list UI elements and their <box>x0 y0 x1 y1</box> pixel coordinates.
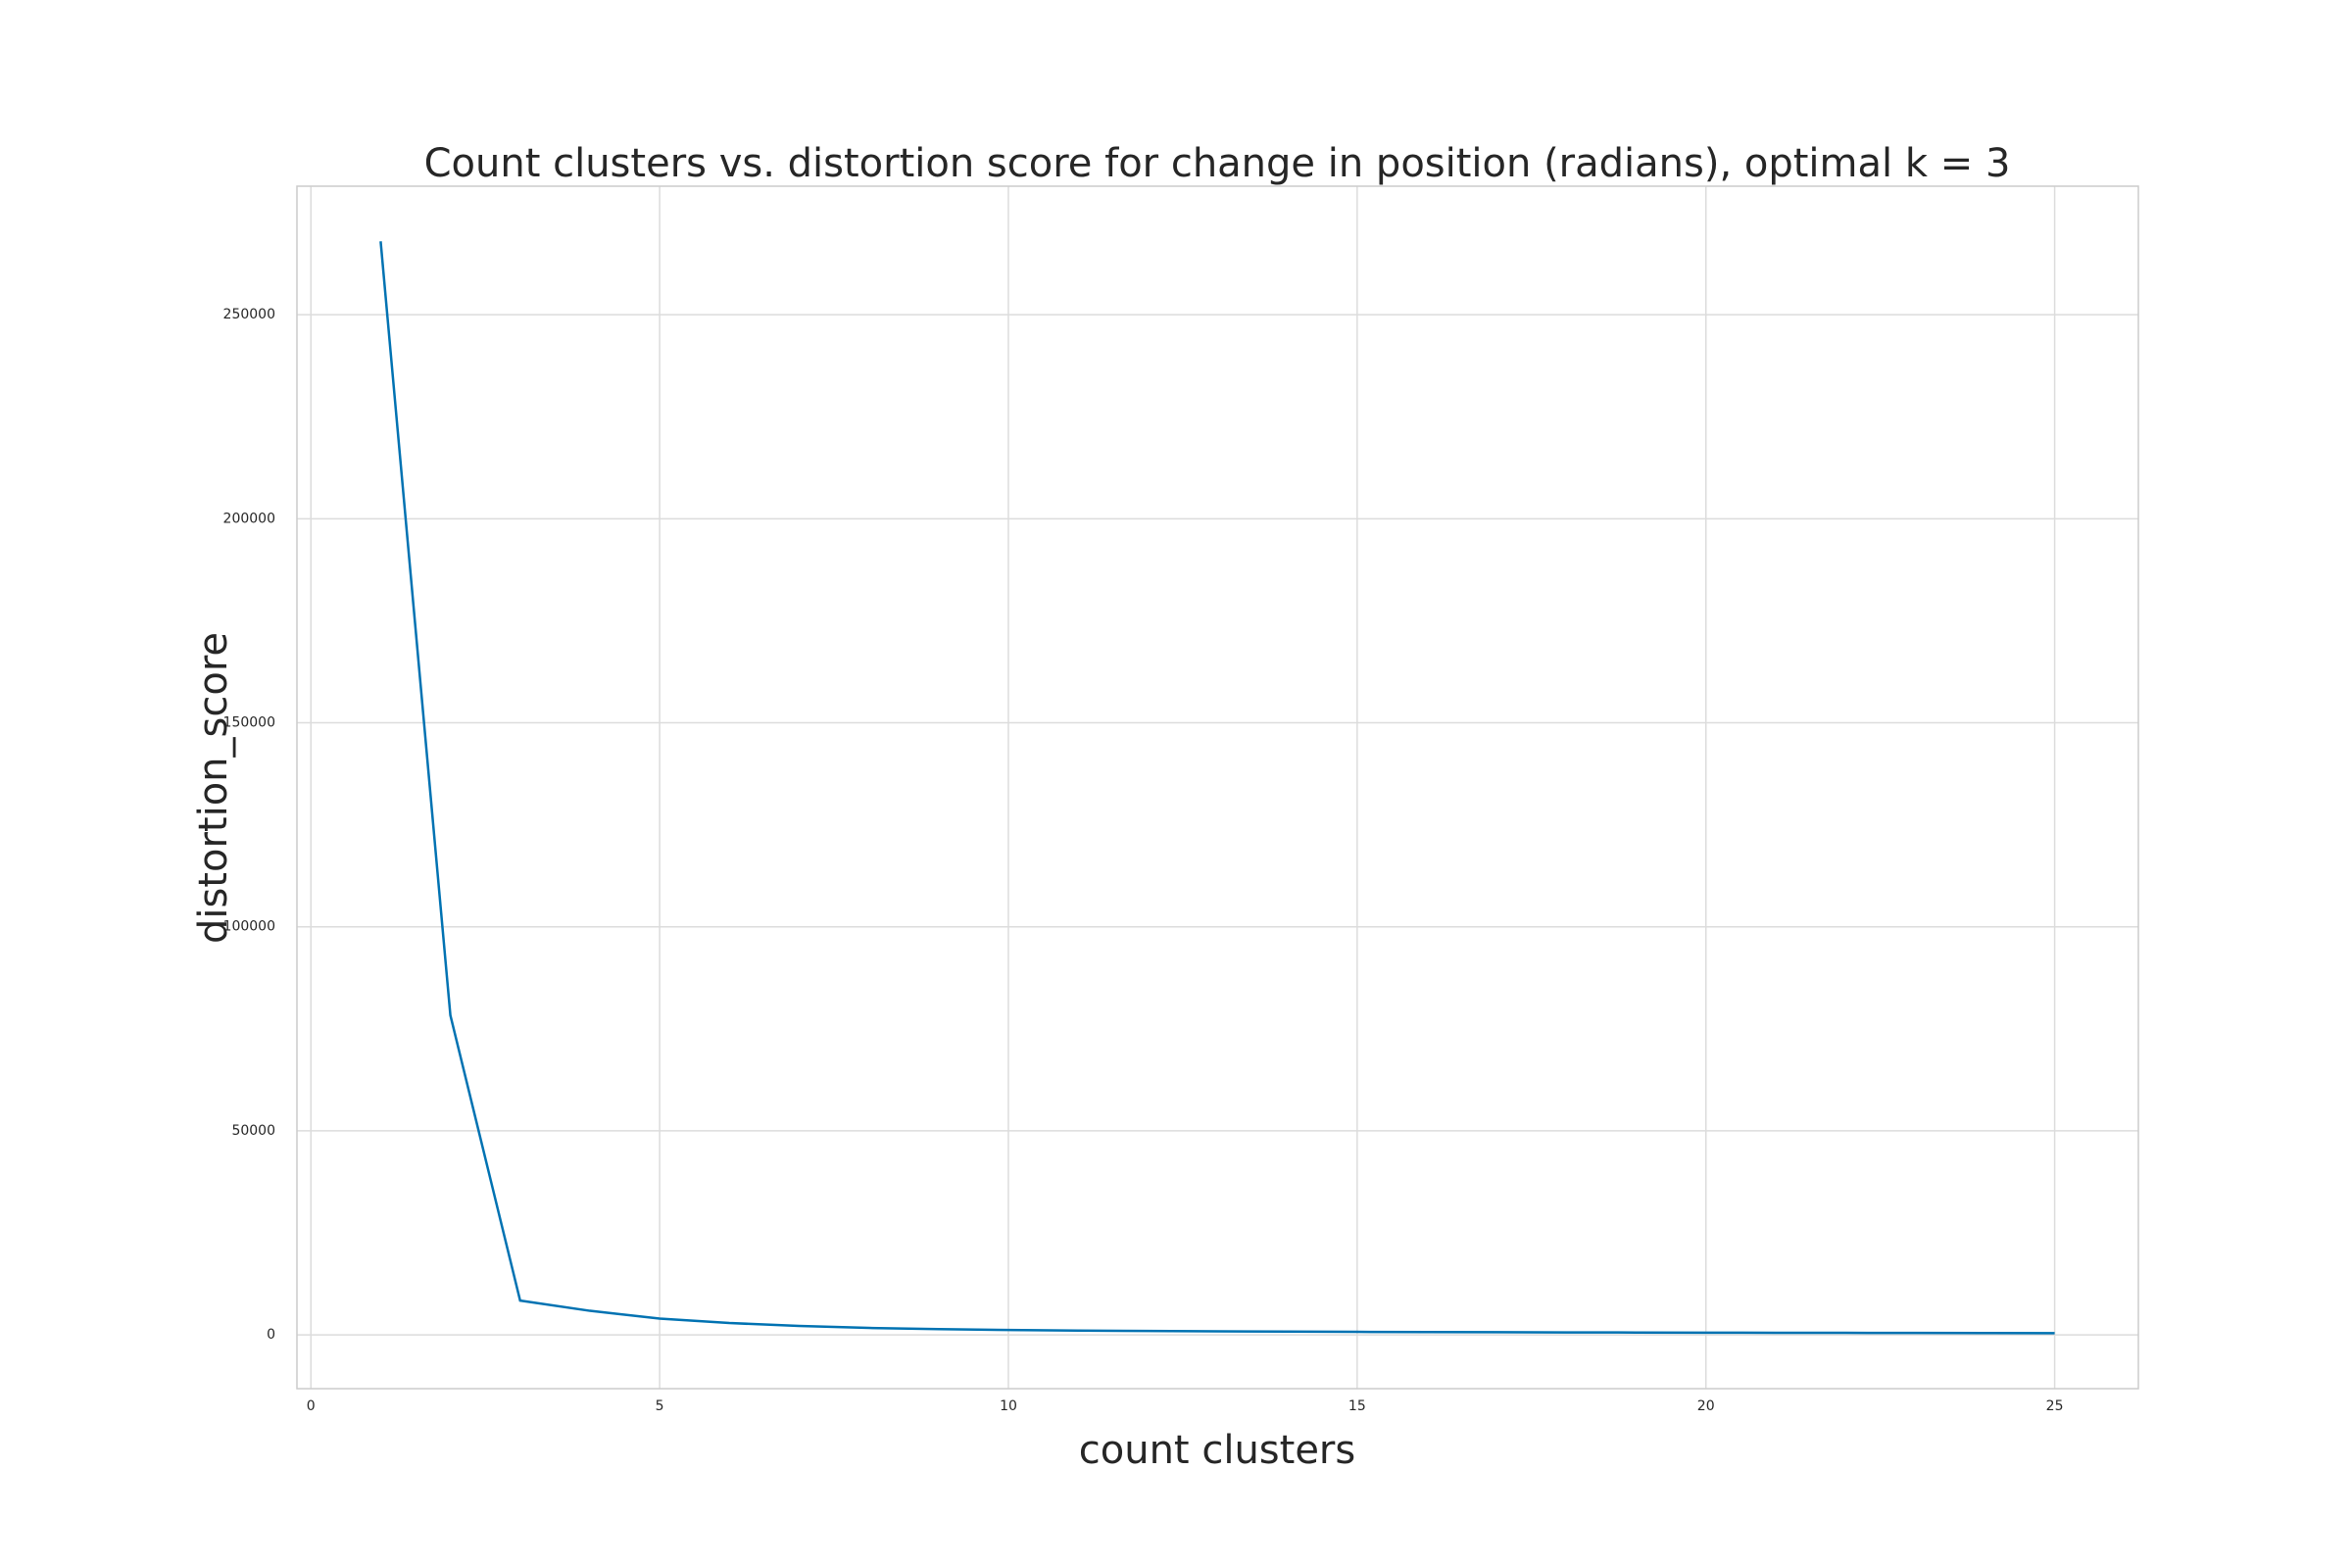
y-tick-label: 250000 <box>223 307 275 322</box>
data-line <box>379 241 2055 1335</box>
x-tick-label: 20 <box>1697 1398 1715 1414</box>
y-tick-label: 50000 <box>231 1123 275 1139</box>
chart-title: Count clusters vs. distortion score for … <box>424 141 2011 186</box>
x-tick-label: 10 <box>1000 1398 1017 1414</box>
plot-frame <box>296 185 2139 1390</box>
y-tick-label: 150000 <box>223 715 275 731</box>
y-tick-label: 0 <box>267 1327 275 1343</box>
y-axis-label: distortion_score <box>191 632 236 944</box>
x-tick-label: 0 <box>307 1398 316 1414</box>
x-axis-label: count clusters <box>1079 1428 1355 1473</box>
y-tick-label: 200000 <box>223 511 275 526</box>
x-tick-label: 15 <box>1348 1398 1366 1414</box>
y-tick-label: 100000 <box>223 919 275 935</box>
x-tick-label: 5 <box>656 1398 664 1414</box>
x-tick-label: 25 <box>2046 1398 2064 1414</box>
